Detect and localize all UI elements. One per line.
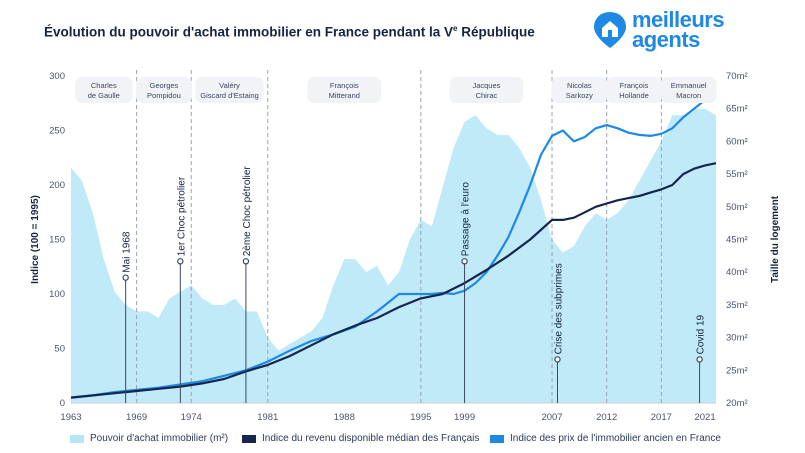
event-marker-3: [461, 258, 468, 265]
logo-wordmark: meilleurs agents: [632, 7, 725, 52]
y2-tick-label: 40m²: [726, 267, 748, 278]
president-name-line2-6: Hollande: [619, 91, 649, 100]
x-tick-label: 1981: [257, 412, 278, 423]
y-tick-label: 150: [49, 235, 65, 246]
president-name-line2-5: Sarkozy: [566, 91, 593, 100]
chart-title-end: République: [457, 24, 535, 40]
y-tick-label: 50: [54, 344, 65, 355]
president-name-line2-1: Pompidou: [147, 91, 181, 100]
y2-tick-label: 30m²: [726, 333, 748, 344]
x-tick-label: 1969: [126, 412, 147, 423]
president-box-6: [606, 77, 663, 103]
event-label-5: Covid 19: [696, 314, 707, 354]
x-tick-label: 1963: [60, 412, 81, 423]
y2-tick-label: 70m²: [726, 71, 748, 82]
y-axis-label: Indice (100 = 1995): [30, 195, 41, 284]
event-label-3: Passage à l'euro: [461, 182, 472, 257]
y-tick-label: 0: [60, 398, 65, 409]
event-label-0: Mai 1968: [122, 231, 133, 273]
legend-label-price: Indice des prix de l'immobilier ancien e…: [510, 433, 721, 444]
president-name-line2-3: Mitterand: [329, 91, 360, 100]
x-tick-label: 2012: [596, 412, 617, 423]
y2-tick-label: 60m²: [726, 136, 748, 147]
series-line-revenu: [70, 162, 717, 399]
y-tick-label: 100: [49, 289, 65, 300]
president-name-line1-1: Georges: [150, 81, 179, 90]
y2-tick-label: 20m²: [726, 398, 748, 409]
president-name-line2-7: Macron: [676, 91, 701, 100]
y2-tick-label: 45m²: [726, 235, 748, 246]
y2-tick-label: 65m²: [726, 104, 748, 115]
president-name-line2-0: de Gaulle: [88, 91, 120, 100]
event-marker-0: [122, 274, 129, 281]
president-name-line1-0: Charles: [91, 81, 117, 90]
x-tick-label: 2021: [694, 412, 715, 423]
legend-swatch-revenue: [242, 434, 256, 443]
y-tick-label: 250: [49, 126, 65, 137]
president-name-line1-7: Emmanuel: [671, 81, 707, 90]
president-box-2: [195, 77, 264, 103]
legend-swatch-price: [490, 434, 504, 443]
event-label-4: Crise des subprimes: [553, 263, 564, 354]
series-line-prix-immobilier: [70, 91, 717, 399]
legend-item-price: Indice des prix de l'immobilier ancien e…: [490, 433, 721, 444]
house-pin-icon: [594, 12, 626, 48]
y2-tick-label: 55m²: [726, 169, 748, 180]
president-box-4: [449, 77, 524, 103]
legend-item-revenue: Indice du revenu disponible médian des F…: [242, 433, 479, 444]
chart-title: Évolution du pouvoir d'achat immobilier …: [44, 24, 535, 40]
president-name-line1-5: Nicolas: [567, 81, 592, 90]
president-name-line2-2: Giscard d'Estaing: [200, 91, 259, 100]
event-marker-2: [242, 258, 250, 265]
y2-tick-label: 35m²: [726, 300, 748, 311]
logo-line-1: meilleurs: [632, 7, 725, 32]
logo-line-2: agents: [632, 27, 700, 52]
event-label-2: 2ème Choc pétrolier: [242, 166, 253, 257]
y-tick-label: 300: [49, 71, 65, 82]
president-box-5: [551, 77, 608, 103]
president-name-line1-2: Valéry: [219, 81, 240, 90]
legend: Pouvoir d'achat immobilier (m²) Indice d…: [70, 433, 770, 449]
president-box-3: [307, 77, 382, 103]
y2-tick-label: 50m²: [726, 202, 748, 213]
legend-label-area: Pouvoir d'achat immobilier (m²): [90, 433, 229, 444]
president-box-0: [75, 77, 133, 103]
legend-item-area: Pouvoir d'achat immobilier (m²): [70, 433, 228, 444]
president-name-line1-3: François: [330, 81, 359, 90]
x-tick-label: 1974: [181, 412, 202, 423]
y-tick-label: 200: [49, 180, 65, 191]
president-name-line1-6: François: [620, 81, 649, 90]
series-area-pouvoir-achat: [71, 108, 716, 403]
y2-tick-label: 25m²: [726, 365, 748, 376]
president-name-line2-4: Chirac: [476, 91, 498, 100]
y2-axis-label: Taille du logement: [770, 195, 781, 283]
event-label-1: 1er Choc pétrolier: [176, 176, 187, 256]
legend-label-revenue: Indice du revenu disponible médian des F…: [262, 433, 480, 444]
chart-title-sup: e: [453, 24, 458, 33]
event-marker-5: [696, 356, 703, 363]
president-name-line1-4: Jacques: [472, 81, 500, 90]
x-tick-label: 1999: [454, 412, 475, 423]
president-box-1: [135, 77, 192, 103]
legend-swatch-area: [70, 434, 84, 443]
x-tick-label: 1988: [334, 412, 355, 423]
event-marker-1: [177, 258, 184, 265]
x-tick-label: 1995: [410, 412, 431, 423]
meilleurs-agents-logo: meilleurs agents: [592, 7, 772, 54]
x-tick-label: 2007: [541, 412, 562, 423]
president-box-7: [660, 77, 717, 103]
x-tick-label: 2017: [651, 412, 672, 423]
event-marker-4: [554, 356, 561, 363]
chart-title-text: Évolution du pouvoir d'achat immobilier …: [44, 24, 454, 40]
